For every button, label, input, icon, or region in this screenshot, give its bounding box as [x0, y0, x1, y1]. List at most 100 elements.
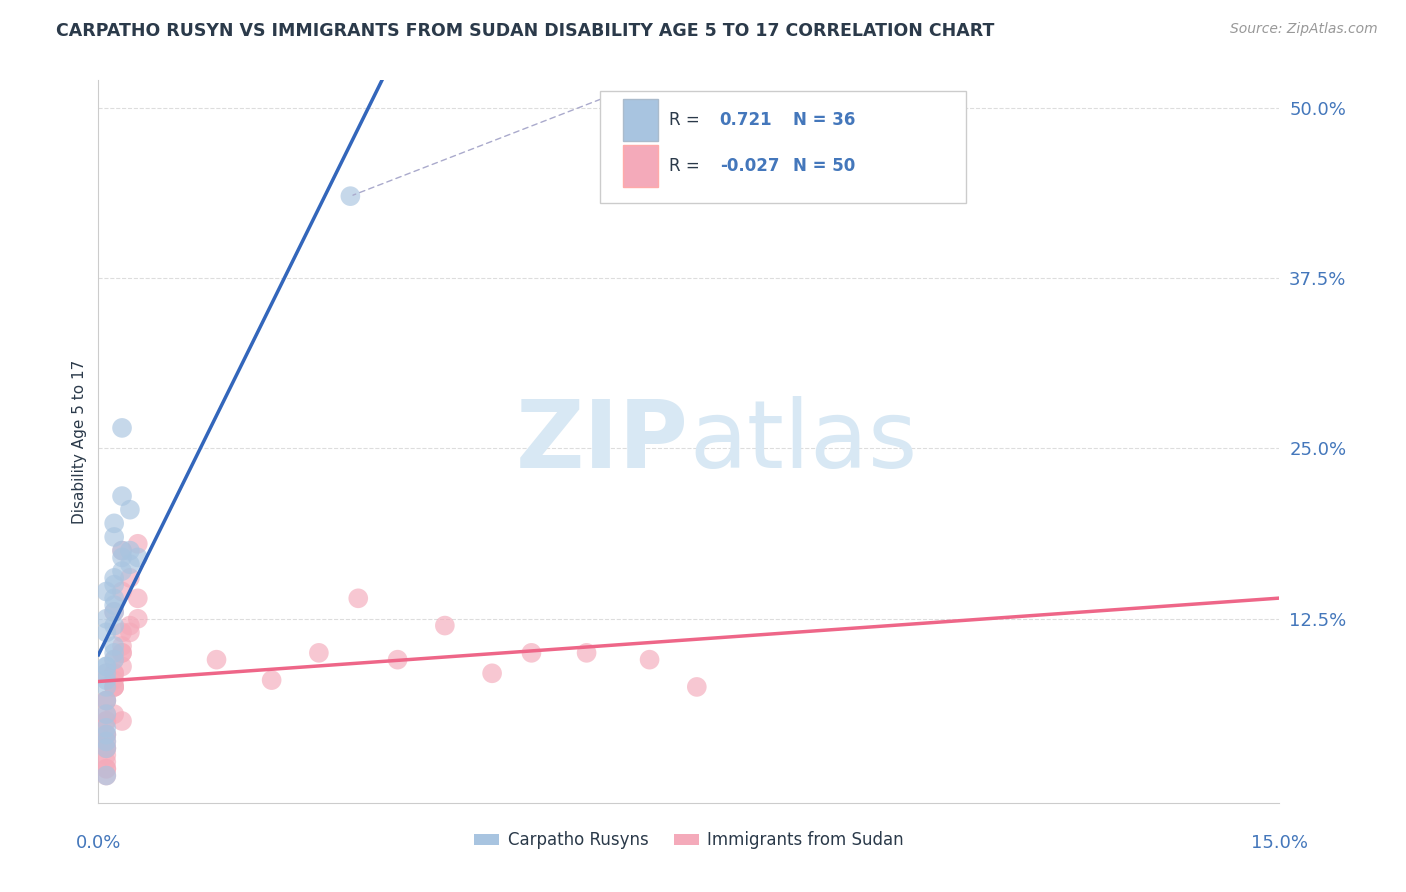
Point: [96, 584, 118, 599]
Text: atlas: atlas: [689, 395, 917, 488]
Point: [103, 571, 125, 585]
Point: [96, 728, 118, 742]
Point: [111, 659, 134, 673]
Point: [96, 768, 118, 782]
Point: [111, 543, 134, 558]
Point: [103, 605, 125, 619]
Point: [96, 693, 118, 707]
Point: [96, 625, 118, 640]
Point: [103, 618, 125, 632]
Point: [103, 653, 125, 667]
Point: [111, 646, 134, 660]
Text: 15.0%: 15.0%: [1251, 834, 1308, 852]
Point: [103, 653, 125, 667]
Point: [103, 673, 125, 687]
Point: [111, 550, 134, 565]
Text: N = 36: N = 36: [793, 111, 855, 129]
Point: [111, 543, 134, 558]
Point: [96, 707, 118, 722]
Point: [96, 659, 118, 673]
Text: CARPATHO RUSYN VS IMMIGRANTS FROM SUDAN DISABILITY AGE 5 TO 17 CORRELATION CHART: CARPATHO RUSYN VS IMMIGRANTS FROM SUDAN …: [56, 22, 994, 40]
Point: [111, 489, 134, 503]
Point: [96, 666, 118, 681]
Point: [127, 591, 149, 606]
Point: [118, 558, 141, 572]
Point: [260, 673, 283, 687]
Point: [96, 714, 118, 728]
Point: [96, 741, 118, 756]
Point: [103, 680, 125, 694]
Point: [103, 598, 125, 612]
Point: [96, 762, 118, 776]
Point: [638, 653, 661, 667]
Point: [96, 728, 118, 742]
Point: [103, 530, 125, 544]
Text: Source: ZipAtlas.com: Source: ZipAtlas.com: [1230, 22, 1378, 37]
Point: [103, 680, 125, 694]
Point: [103, 646, 125, 660]
Point: [127, 550, 149, 565]
Point: [127, 537, 149, 551]
Point: [387, 653, 409, 667]
Point: [433, 618, 456, 632]
Point: [96, 741, 118, 756]
Point: [96, 734, 118, 748]
Point: [111, 584, 134, 599]
Point: [96, 755, 118, 769]
Point: [686, 680, 709, 694]
Point: [308, 646, 330, 660]
Text: ZIP: ZIP: [516, 395, 689, 488]
Point: [118, 502, 141, 516]
Text: N = 50: N = 50: [793, 157, 855, 175]
Text: R =: R =: [669, 157, 704, 175]
Point: [96, 680, 118, 694]
Point: [103, 516, 125, 531]
Point: [347, 591, 370, 606]
Point: [96, 768, 118, 782]
Point: [111, 714, 134, 728]
Point: [103, 591, 125, 606]
Text: 0.0%: 0.0%: [76, 834, 121, 852]
Point: [103, 666, 125, 681]
FancyBboxPatch shape: [623, 99, 658, 141]
Text: R =: R =: [669, 111, 704, 129]
Point: [96, 612, 118, 626]
Point: [103, 577, 125, 591]
Point: [575, 646, 598, 660]
Point: [96, 673, 118, 687]
Point: [103, 666, 125, 681]
FancyBboxPatch shape: [623, 145, 658, 186]
Point: [481, 666, 503, 681]
Point: [96, 762, 118, 776]
Point: [103, 680, 125, 694]
Point: [103, 707, 125, 722]
Point: [118, 618, 141, 632]
Y-axis label: Disability Age 5 to 17: Disability Age 5 to 17: [72, 359, 87, 524]
Point: [111, 646, 134, 660]
Point: [118, 625, 141, 640]
Point: [96, 721, 118, 735]
Point: [127, 612, 149, 626]
Point: [96, 693, 118, 707]
Text: 0.721: 0.721: [720, 111, 772, 129]
Point: [111, 639, 134, 653]
Point: [103, 605, 125, 619]
Point: [111, 564, 134, 578]
Point: [205, 653, 228, 667]
Point: [111, 421, 134, 435]
Point: [118, 543, 141, 558]
Point: [96, 693, 118, 707]
Point: [96, 714, 118, 728]
Point: [96, 659, 118, 673]
Point: [118, 571, 141, 585]
Point: [96, 734, 118, 748]
Legend: Carpatho Rusyns, Immigrants from Sudan: Carpatho Rusyns, Immigrants from Sudan: [468, 824, 910, 856]
Point: [96, 748, 118, 763]
Point: [96, 666, 118, 681]
Point: [339, 189, 361, 203]
Point: [111, 625, 134, 640]
Point: [96, 707, 118, 722]
Point: [96, 728, 118, 742]
Text: -0.027: -0.027: [720, 157, 779, 175]
Point: [103, 639, 125, 653]
